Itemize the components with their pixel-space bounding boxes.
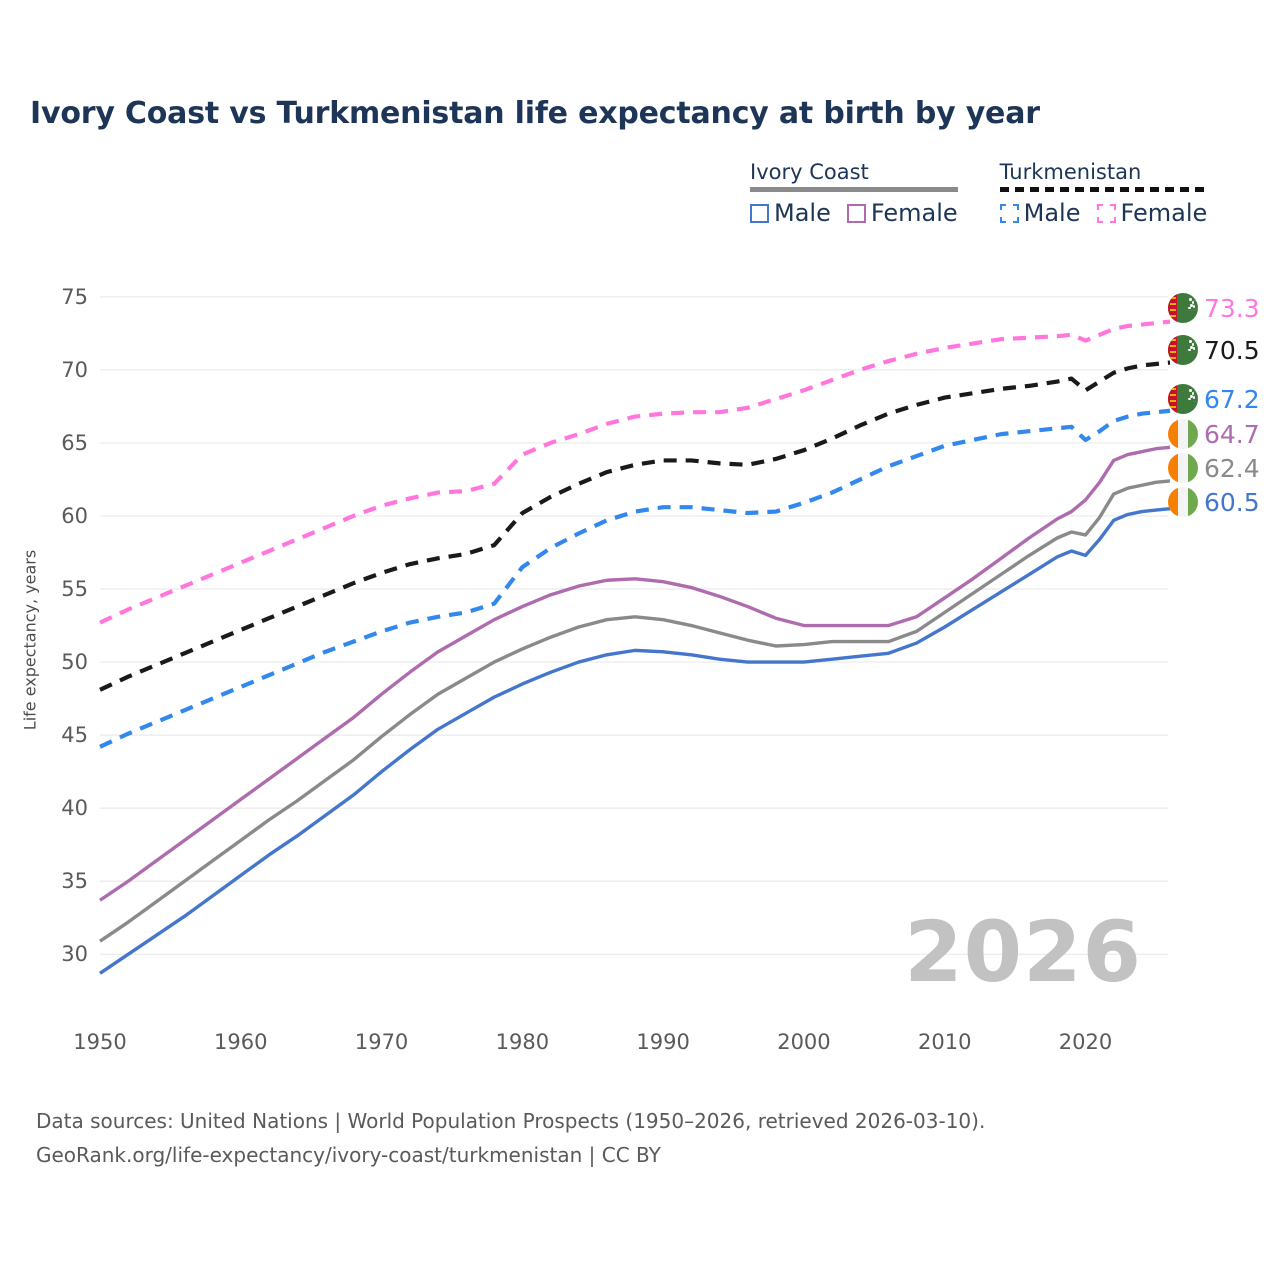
end-value-row: 73.3 bbox=[1168, 293, 1260, 323]
legend-swatch-icon bbox=[999, 203, 1019, 223]
x-axis-tick-label: 2020 bbox=[1058, 1030, 1113, 1054]
end-value-label: 64.7 bbox=[1204, 419, 1260, 449]
page-title: Ivory Coast vs Turkmenistan life expecta… bbox=[30, 96, 1040, 131]
x-axis-tick-label: 2000 bbox=[777, 1030, 831, 1054]
y-axis-tick-label: 50 bbox=[61, 650, 88, 675]
legend-item-label: Male bbox=[1023, 199, 1081, 227]
turkmenistan-flag-icon bbox=[1168, 293, 1198, 323]
x-axis-tick-label: 2010 bbox=[918, 1030, 972, 1054]
end-value-row: 60.5 bbox=[1168, 487, 1260, 517]
end-value-row: 62.4 bbox=[1168, 453, 1260, 483]
y-axis-tick-label: 45 bbox=[61, 723, 88, 748]
end-value-label: 62.4 bbox=[1204, 453, 1260, 483]
y-axis-tick-label: 35 bbox=[61, 869, 88, 894]
legend-swatch-icon bbox=[1096, 203, 1116, 223]
y-axis-tick-label: 75 bbox=[61, 284, 88, 309]
end-value-label: 60.5 bbox=[1204, 487, 1260, 517]
footer-line-attribution[interactable]: GeoRank.org/life-expectancy/ivory-coast/… bbox=[36, 1143, 661, 1167]
end-value-row: 67.2 bbox=[1168, 384, 1260, 414]
y-axis-tick-label: 40 bbox=[61, 796, 88, 821]
legend-group-turkmenistan: Turkmenistan Male Female bbox=[999, 160, 1208, 227]
end-value-label: 67.2 bbox=[1204, 384, 1260, 414]
x-axis-tick-label: 1950 bbox=[73, 1030, 127, 1054]
legend-group-ivory-coast: Ivory Coast Male Female bbox=[750, 160, 958, 227]
end-value-label: 73.3 bbox=[1204, 293, 1260, 323]
ivory-coast-flag-icon bbox=[1168, 419, 1198, 449]
x-axis-tick-label: 1960 bbox=[214, 1030, 268, 1054]
turkmenistan-flag-icon bbox=[1168, 335, 1198, 365]
end-value-row: 70.5 bbox=[1168, 335, 1260, 365]
legend-item-label: Female bbox=[1120, 199, 1208, 227]
legend-rule-solid bbox=[750, 187, 958, 192]
legend-item-turkmenistan-male[interactable]: Male bbox=[999, 199, 1081, 227]
series-line-turkmenistan-male bbox=[99, 408, 1171, 749]
legend-rule-dashed bbox=[999, 187, 1208, 192]
legend-group-title: Ivory Coast bbox=[750, 160, 869, 184]
ivory-coast-flag-icon bbox=[1168, 487, 1198, 517]
legend-swatch-icon bbox=[846, 203, 866, 223]
y-axis-tick-label: 60 bbox=[61, 503, 88, 528]
y-axis-tick-label: 30 bbox=[61, 942, 88, 967]
legend-item-turkmenistan-female[interactable]: Female bbox=[1096, 199, 1208, 227]
end-value-row: 64.7 bbox=[1168, 419, 1260, 449]
x-axis-tick-label: 1970 bbox=[354, 1030, 409, 1054]
ivory-coast-flag-icon bbox=[1168, 453, 1198, 483]
y-axis-tick-label: 65 bbox=[61, 430, 88, 455]
end-value-label: 70.5 bbox=[1204, 335, 1260, 365]
chart-legend: Ivory Coast Male Female Turkmenistan Mal bbox=[750, 160, 1250, 227]
chart-footer: Data sources: United Nations | World Pop… bbox=[36, 1104, 985, 1172]
legend-group-title: Turkmenistan bbox=[999, 160, 1142, 184]
legend-item-ivory-coast-male[interactable]: Male bbox=[750, 199, 831, 227]
x-axis-tick-label: 1980 bbox=[495, 1030, 550, 1054]
y-axis-tick-label: 70 bbox=[61, 357, 88, 382]
series-line-ivory-coast-male bbox=[99, 506, 1171, 975]
x-axis-tick-label: 1990 bbox=[636, 1030, 690, 1054]
legend-swatch-icon bbox=[750, 203, 769, 223]
legend-item-ivory-coast-female[interactable]: Female bbox=[846, 199, 958, 227]
series-line-ivory-coast-female bbox=[99, 445, 1171, 902]
legend-item-label: Female bbox=[870, 199, 958, 227]
series-line-turkmenistan-total bbox=[99, 360, 1171, 692]
footer-line-sources: Data sources: United Nations | World Pop… bbox=[36, 1109, 986, 1133]
turkmenistan-flag-icon bbox=[1168, 384, 1198, 414]
year-watermark: 2026 bbox=[904, 903, 1142, 1001]
y-axis-tick-label: 55 bbox=[61, 577, 88, 601]
legend-item-label: Male bbox=[774, 199, 831, 227]
series-line-ivory-coast-total bbox=[99, 479, 1171, 943]
